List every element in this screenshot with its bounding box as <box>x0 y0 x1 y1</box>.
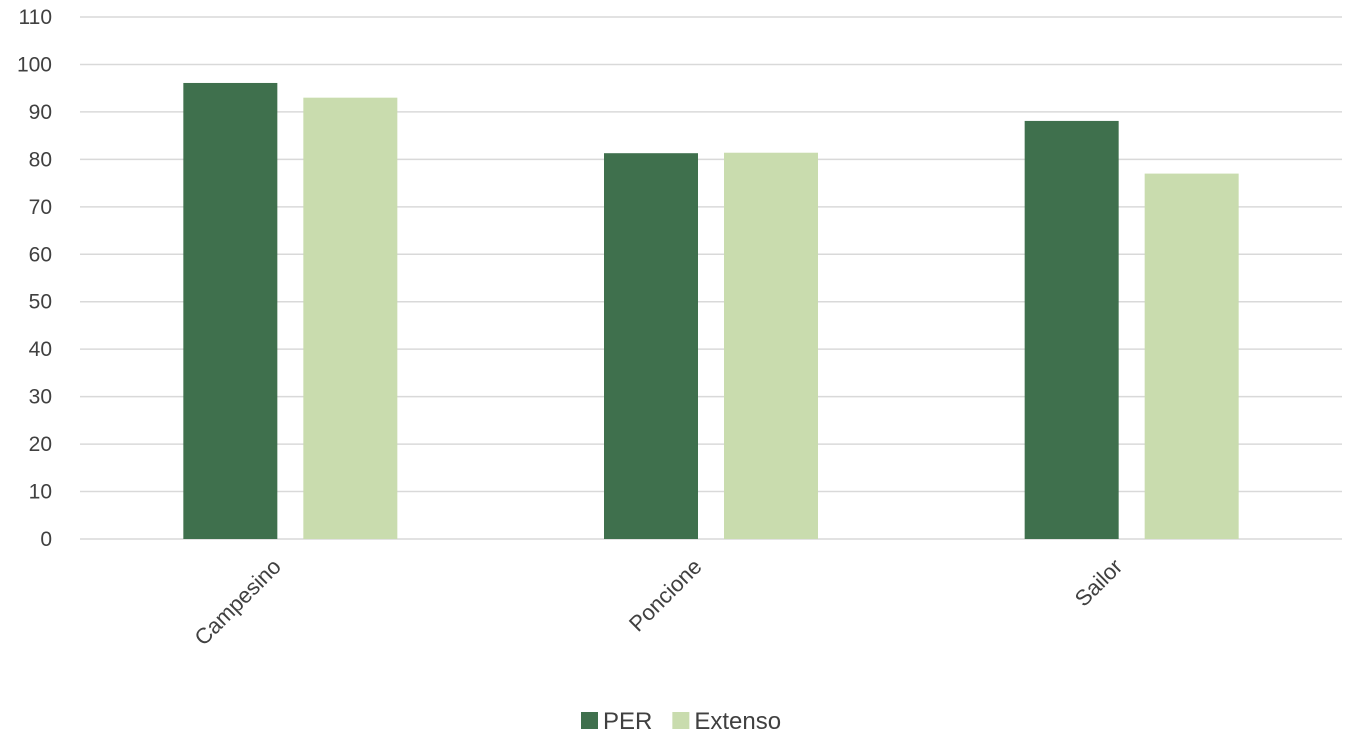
x-category-label: Campesino <box>190 554 286 650</box>
bar-extenso-poncione <box>724 152 818 539</box>
y-tick-label: 80 <box>29 148 52 171</box>
bar-extenso-campesino <box>303 97 398 539</box>
legend-swatch-extenso <box>672 712 690 729</box>
legend: PER Extenso <box>581 708 781 735</box>
y-tick-label: 30 <box>29 386 52 409</box>
bar-per-campesino <box>183 82 278 539</box>
y-tick-label: 100 <box>17 53 52 76</box>
y-tick-label: 20 <box>29 433 52 456</box>
y-tick-label: 40 <box>29 338 52 361</box>
x-category-label: Poncione <box>624 554 707 637</box>
bars <box>183 82 1239 540</box>
y-axis-tick-labels: 0 10 20 30 40 50 60 70 80 90 100 110 <box>17 6 52 551</box>
y-tick-label: 50 <box>29 291 52 314</box>
y-tick-label: 0 <box>40 528 52 551</box>
y-tick-label: 10 <box>29 481 52 504</box>
y-tick-label: 90 <box>29 101 52 124</box>
bar-per-poncione <box>604 153 698 539</box>
legend-swatch-per <box>581 712 598 729</box>
legend-label-per: PER <box>603 708 652 735</box>
gridlines <box>80 16 1342 540</box>
bar-extenso-sailor <box>1144 173 1239 539</box>
y-tick-label: 70 <box>29 196 52 219</box>
bar-per-sailor <box>1024 120 1119 540</box>
y-tick-label: 110 <box>19 6 52 29</box>
x-category-label: Sailor <box>1070 554 1127 611</box>
x-axis-category-labels: Campesino Poncione Sailor <box>190 554 1128 650</box>
legend-label-extenso: Extenso <box>694 708 781 735</box>
y-tick-label: 60 <box>29 243 52 266</box>
